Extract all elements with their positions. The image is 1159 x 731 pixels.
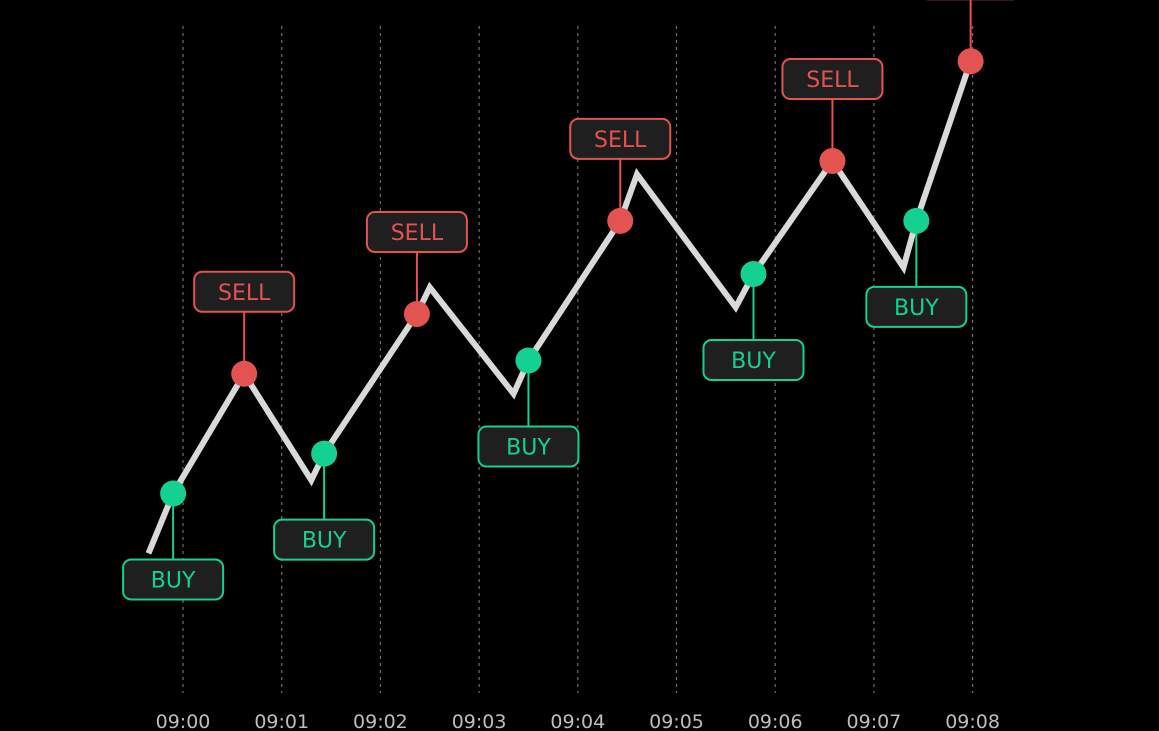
buy-label: BUY xyxy=(506,436,551,461)
sell-label-box xyxy=(781,58,884,100)
sell-label-box xyxy=(569,117,672,160)
buy-marker xyxy=(903,207,930,234)
buy-label-box xyxy=(865,285,968,328)
x-tick-label: 09:03 xyxy=(452,711,507,731)
sell-signal: SELL xyxy=(365,210,468,327)
buy-signal: BUY xyxy=(122,480,225,601)
sell-marker xyxy=(231,360,258,387)
x-tick-label: 09:05 xyxy=(649,711,704,731)
sell-marker xyxy=(957,48,984,75)
buy-label: BUY xyxy=(731,349,776,374)
sell-signal: SELL xyxy=(193,270,296,387)
x-tick-label: 09:02 xyxy=(353,711,408,731)
buy-signal: BUY xyxy=(702,261,805,382)
sell-marker xyxy=(607,207,634,234)
buy-marker xyxy=(740,261,767,288)
x-tick-label: 09:01 xyxy=(254,711,309,731)
sell-label-box xyxy=(193,270,296,313)
buy-label-box xyxy=(273,518,376,561)
buy-signal: BUY xyxy=(273,440,376,561)
buy-signal: BUY xyxy=(477,347,580,468)
x-tick-label: 09:04 xyxy=(550,711,605,731)
x-tick-label: 09:07 xyxy=(847,711,902,731)
buy-marker xyxy=(160,480,187,507)
buy-label-box xyxy=(122,558,225,601)
sell-label: SELL xyxy=(391,221,444,246)
sell-label: SELL xyxy=(218,281,271,306)
sell-marker xyxy=(403,300,430,327)
buy-label: BUY xyxy=(894,296,939,321)
buy-marker xyxy=(515,347,542,374)
x-tick-label: 09:08 xyxy=(945,711,1000,731)
sell-label-box xyxy=(365,210,468,253)
sell-signal: SELL xyxy=(569,117,672,234)
x-tick-label: 09:06 xyxy=(748,711,803,731)
signals-layer: BUY SELL BUY SELL BUY SELL BUY SELL BUY SELL xyxy=(122,0,1015,601)
x-axis-ticks: 09:00 09:01 09:02 09:03 09:04 09:05 09:06 09:07… xyxy=(156,711,1000,731)
sell-label: SELL xyxy=(806,68,859,93)
sell-marker xyxy=(819,148,846,174)
buy-label-box xyxy=(702,339,805,382)
buy-label: BUY xyxy=(151,569,196,594)
sell-signal: SELL xyxy=(926,0,1015,75)
x-tick-label: 09:00 xyxy=(156,711,211,731)
sell-label: SELL xyxy=(594,128,647,153)
buy-marker xyxy=(311,440,338,467)
buy-label: BUY xyxy=(302,529,347,554)
buy-signal: BUY xyxy=(865,207,968,328)
buy-label-box xyxy=(477,425,580,468)
sell-signal: SELL xyxy=(781,58,884,174)
